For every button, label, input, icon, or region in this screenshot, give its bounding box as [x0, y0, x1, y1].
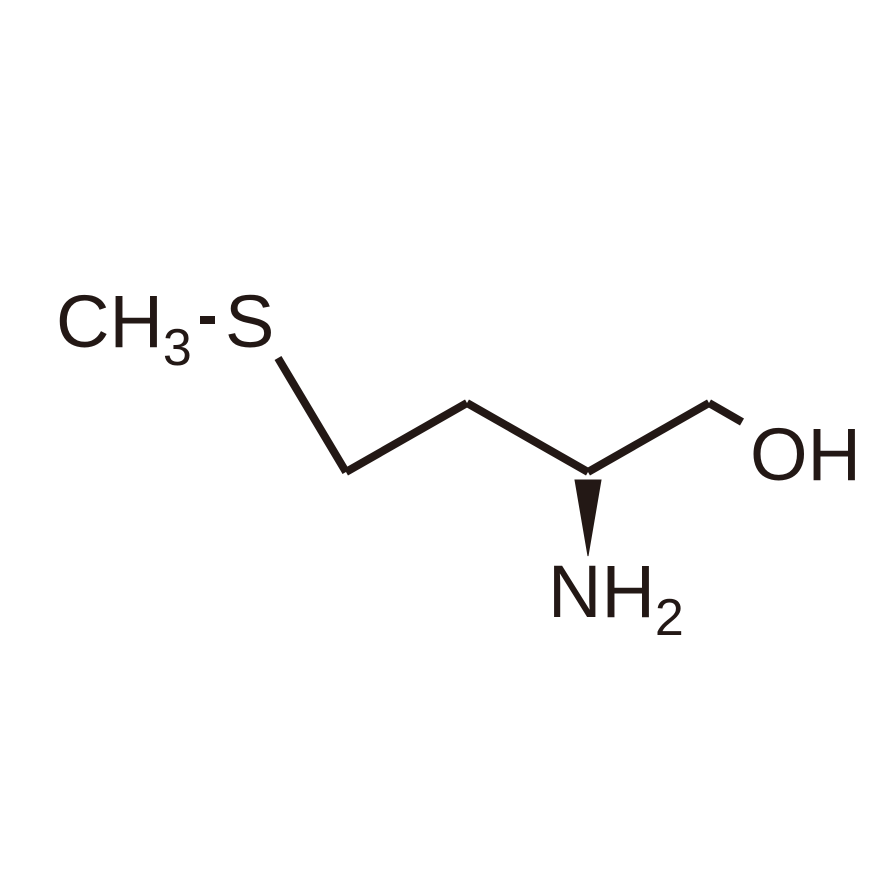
molecule-diagram: CH3SNH2OH: [0, 0, 890, 890]
label-s: S: [225, 280, 274, 363]
label-oh: OH: [750, 413, 861, 496]
